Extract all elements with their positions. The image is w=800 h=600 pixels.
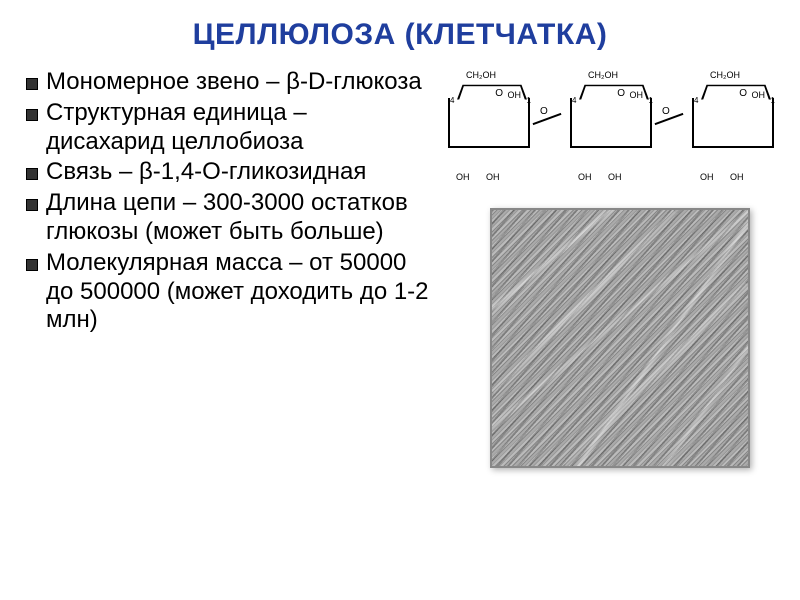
text-column: Мономерное звено – β-D-глюкоза Структурн… xyxy=(20,68,432,468)
oh-label: OH xyxy=(508,90,522,100)
content-row: Мономерное звено – β-D-глюкоза Структурн… xyxy=(0,68,800,468)
oh-label: OH xyxy=(486,172,500,182)
carbon-4: 4 xyxy=(694,96,698,105)
oh-label: OH xyxy=(630,90,644,100)
oh-label: OH xyxy=(456,172,470,182)
ch2oh-label: CH₂OH xyxy=(710,70,740,80)
oh-label: OH xyxy=(578,172,592,182)
ch2oh-label: CH₂OH xyxy=(588,70,618,80)
ch2oh-label: CH₂OH xyxy=(466,70,496,80)
glycosidic-o: O xyxy=(540,106,548,117)
carbon-4: 4 xyxy=(450,96,454,105)
o-label: O xyxy=(495,88,503,99)
oh-label: OH xyxy=(608,172,622,182)
figure-column: CH₂OH O OH OH OH 4 1 O CH₂OH O OH OH OH … xyxy=(432,68,790,468)
list-item: Длина цепи – 300-3000 остатков глюкозы (… xyxy=(20,189,432,247)
oh-label: OH xyxy=(730,172,744,182)
list-item: Мономерное звено – β-D-глюкоза xyxy=(20,68,432,97)
list-item: Связь – β-1,4-О-гликозидная xyxy=(20,158,432,187)
carbon-1: 1 xyxy=(649,96,653,105)
oh-label: OH xyxy=(700,172,714,182)
carbon-4: 4 xyxy=(572,96,576,105)
bullet-list: Мономерное звено – β-D-глюкоза Структурн… xyxy=(20,68,432,335)
chemical-structure: CH₂OH O OH OH OH 4 1 O CH₂OH O OH OH OH … xyxy=(440,78,790,188)
o-label: O xyxy=(617,88,625,99)
carbon-1: 1 xyxy=(527,96,531,105)
glucose-ring: CH₂OH O OH OH OH 4 1 xyxy=(692,98,777,168)
slide-title: ЦЕЛЛЮЛОЗА (КЛЕТЧАТКА) xyxy=(0,0,800,68)
microscopy-texture-image xyxy=(490,208,750,468)
oh-label: OH xyxy=(752,90,766,100)
carbon-1: 1 xyxy=(771,96,775,105)
glucose-ring: CH₂OH O OH OH OH 4 1 xyxy=(448,98,533,168)
list-item: Молекулярная масса – от 50000 до 500000 … xyxy=(20,249,432,335)
list-item: Структурная единица – дисахарид целлобио… xyxy=(20,99,432,157)
o-label: O xyxy=(739,88,747,99)
glucose-ring: CH₂OH O OH OH OH 4 1 xyxy=(570,98,655,168)
glycosidic-o: O xyxy=(662,106,670,117)
